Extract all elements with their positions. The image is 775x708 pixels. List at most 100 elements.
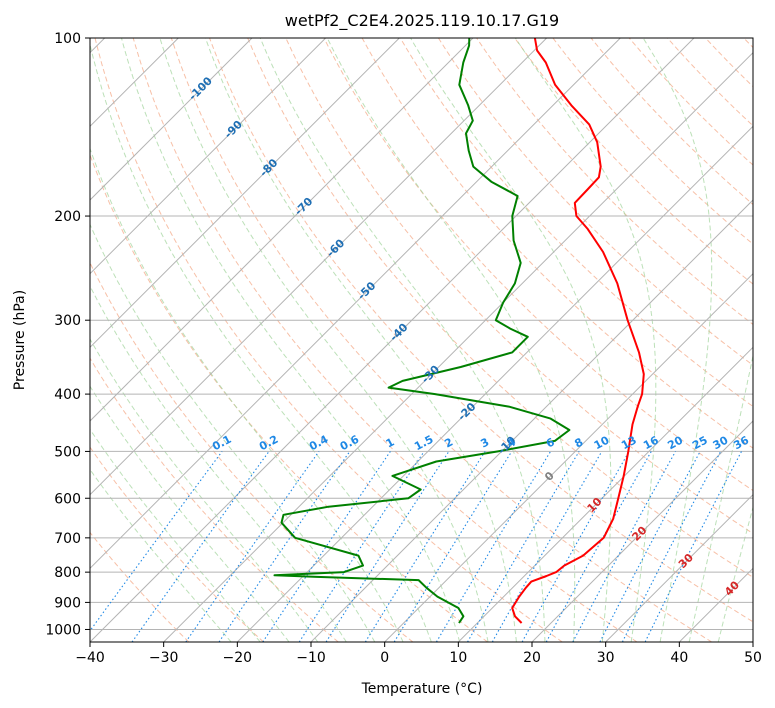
isotherm (457, 346, 753, 642)
y-tick-label: 600 (54, 491, 81, 507)
isotherm (90, 38, 474, 422)
mixing-ratio-label: 13 (619, 434, 639, 453)
dry-adiabat (94, 38, 563, 642)
chart-title: wetPf2_C2E4.2025.119.10.17.G19 (285, 11, 559, 31)
isotherm (384, 272, 753, 642)
dry-adiabat (361, 38, 753, 449)
y-tick-label: 800 (54, 565, 81, 581)
x-tick-label: 20 (523, 650, 541, 666)
mixing-ratio-line (298, 451, 425, 642)
y-tick-label: 300 (54, 313, 81, 329)
y-axis-ticks: 100 200 300 400 500 600 700 800 900 1000 (45, 31, 90, 638)
mixing-ratio-label: 3 (478, 435, 491, 450)
dry-adiabat (209, 38, 753, 623)
mixing-ratio-label: 25 (690, 434, 710, 453)
dry-adiabat (90, 357, 339, 642)
x-tick-label: −40 (75, 650, 105, 666)
dry-adiabat (90, 261, 414, 642)
dry-adiabat (90, 153, 488, 642)
temperature-profile (511, 38, 645, 624)
isotherm (605, 493, 753, 642)
mixing-ratio-line (393, 451, 513, 642)
isotherm (90, 38, 253, 201)
dry-adiabat (476, 38, 753, 326)
moist-adiabat (410, 38, 612, 642)
mixing-ratio-line (572, 451, 676, 642)
moist-adiabat (90, 428, 261, 642)
moist-adiabat (159, 38, 489, 642)
mixing-ratio-line (435, 451, 552, 642)
x-tick-label: −10 (296, 650, 326, 666)
isotherm (236, 125, 753, 642)
isotherm (163, 51, 753, 642)
isotherm (678, 567, 753, 642)
mixing-ratio-line (644, 451, 742, 642)
moist-adiabat (90, 223, 376, 642)
isotherm (90, 38, 327, 275)
isotherm (310, 199, 753, 642)
moist-adiabat (90, 42, 432, 642)
mixing-ratio-line (262, 451, 391, 642)
mixing-ratio-label: 2 (442, 435, 455, 450)
mixing-ratio-line (325, 451, 450, 642)
dry-adiabat (667, 38, 753, 127)
mixing-ratio-label: 0.1 (210, 433, 233, 454)
y-axis-label: Pressure (hPa) (12, 290, 28, 390)
dry-adiabat (170, 38, 712, 642)
background-lines (90, 38, 753, 642)
mixing-ratio-label: 36 (731, 433, 751, 452)
isotherm (90, 38, 621, 570)
x-tick-label: 10 (449, 650, 467, 666)
isotherm (752, 641, 753, 642)
isotherm (90, 38, 695, 642)
y-tick-label: 400 (54, 387, 81, 403)
dry-adiabat (743, 38, 753, 49)
mixing-ratio-line (131, 451, 270, 642)
dry-adiabat (552, 38, 753, 245)
dry-adiabat (90, 446, 264, 642)
mixing-ratio-line (599, 451, 701, 642)
mixing-ratio-label: 20 (665, 433, 685, 452)
moist-adiabat (717, 505, 753, 642)
moist-adiabat (642, 38, 713, 642)
dry-adiabat (705, 38, 753, 88)
mixing-ratio-line (218, 451, 351, 642)
isotherm (531, 420, 753, 642)
mixing-ratio-line (545, 451, 652, 642)
y-tick-label: 500 (54, 444, 81, 460)
moist-adiabat (90, 338, 319, 642)
moist-adiabat (90, 385, 290, 642)
isotherm (90, 38, 548, 496)
isotherm (90, 38, 400, 349)
x-tick-label: −30 (149, 650, 179, 666)
x-tick-label: 50 (744, 650, 762, 666)
moist-adiabat (514, 38, 657, 642)
dry-adiabat (399, 38, 753, 408)
mixing-ratio-label: 0.6 (338, 433, 362, 454)
x-axis-label: Temperature (°C) (361, 681, 483, 697)
mixing-ratio-line (521, 451, 630, 642)
x-tick-label: 0 (380, 650, 389, 666)
mixing-ratio-label: 30 (711, 433, 731, 452)
mixing-ratio-line (90, 451, 223, 632)
moist-adiabat (688, 353, 753, 642)
mixing-ratio-label: 1.5 (412, 433, 435, 454)
y-tick-label: 100 (54, 31, 81, 47)
mixing-ratio-line (185, 451, 320, 642)
dry-adiabat (132, 38, 638, 642)
dry-adiabat (514, 38, 753, 285)
moist-adiabat (204, 38, 517, 642)
mixing-ratio-label: 0.4 (307, 433, 331, 454)
x-tick-label: 30 (597, 650, 615, 666)
mixing-ratio-label: 16 (641, 433, 661, 452)
dry-adiabat (437, 38, 753, 366)
x-axis-ticks: −40 −30 −20 −10 0 10 20 30 40 50 (75, 642, 762, 666)
moist-adiabat (90, 147, 404, 642)
mixing-ratio-line (621, 451, 722, 642)
dewpoint-profile (273, 38, 571, 624)
x-tick-label: 40 (670, 650, 688, 666)
moist-adiabat (259, 38, 546, 642)
mixing-ratio-label: 1 (384, 435, 397, 450)
plot-frame (89, 37, 754, 643)
